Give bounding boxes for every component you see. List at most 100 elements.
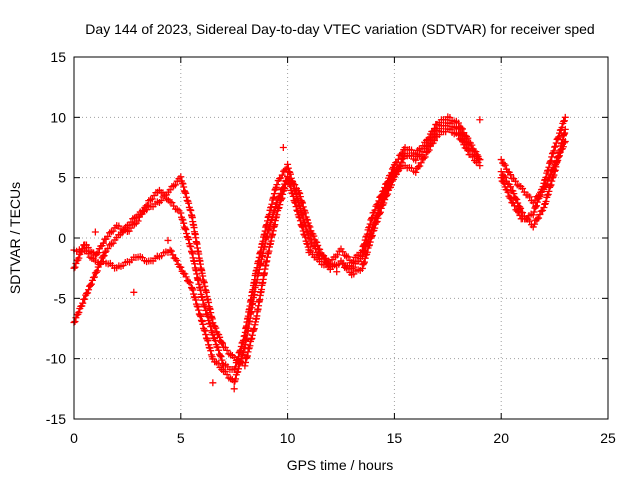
data-point [543, 191, 551, 199]
y-tick-label: 10 [50, 109, 66, 125]
data-point [178, 179, 186, 187]
data-point [286, 182, 294, 190]
data-point [550, 171, 558, 179]
data-point [545, 187, 553, 195]
data-point [170, 182, 178, 190]
data-point [187, 206, 195, 214]
data-point [412, 168, 420, 176]
data-point [296, 193, 304, 201]
data-point [182, 229, 190, 237]
data-point [544, 166, 552, 174]
y-tick-label: -15 [46, 411, 66, 427]
data-point [100, 252, 108, 260]
data-point [284, 160, 292, 168]
data-point [500, 179, 508, 187]
data-point [542, 173, 550, 181]
data-point [511, 177, 519, 185]
data-point [513, 207, 521, 215]
data-point [501, 161, 509, 169]
data-point [214, 360, 222, 368]
data-point [360, 258, 368, 266]
data-point [104, 232, 112, 240]
data-point [314, 241, 322, 249]
data-point [225, 374, 233, 382]
data-point [284, 172, 292, 180]
data-point [147, 196, 155, 204]
data-point [92, 268, 100, 276]
data-point [301, 233, 309, 241]
x-tick-label: 10 [280, 430, 296, 446]
data-point [542, 198, 550, 206]
data-point [118, 229, 126, 237]
x-axis-label: GPS time / hours [287, 457, 394, 473]
data-point [71, 317, 79, 325]
data-point [93, 267, 101, 275]
data-point [366, 238, 374, 246]
data-point [187, 243, 195, 251]
data-point [194, 276, 202, 284]
data-point [232, 375, 240, 383]
data-point [376, 210, 384, 218]
data-point [306, 223, 314, 231]
data-point [420, 154, 428, 162]
data-point [360, 259, 368, 267]
data-point [507, 171, 515, 179]
data-point [237, 355, 245, 363]
data-point [84, 244, 92, 252]
y-tick-label: 0 [58, 230, 66, 246]
data-point [166, 246, 174, 254]
data-point [333, 268, 341, 276]
data-point [271, 206, 279, 214]
data-point [543, 167, 551, 175]
data-point [171, 181, 179, 189]
data-point [270, 207, 278, 215]
data-point [547, 181, 555, 189]
data-point [299, 199, 307, 207]
data-point [414, 163, 422, 171]
data-point [289, 192, 297, 200]
data-point [266, 223, 274, 231]
data-point [533, 202, 541, 210]
x-tick-label: 20 [493, 430, 509, 446]
data-point [192, 296, 200, 304]
axis-ticks: 0 5 10 15 20 25 -15 -10 -5 0 5 10 15 [46, 49, 616, 446]
data-point [361, 254, 369, 262]
data-point [516, 203, 524, 211]
data-point [177, 263, 185, 271]
data-point [185, 278, 193, 286]
data-point [313, 238, 321, 246]
data-point [316, 245, 324, 253]
data-point [293, 206, 301, 214]
data-point [320, 252, 328, 260]
data-point [109, 239, 117, 247]
data-point [552, 139, 560, 147]
data-point [412, 156, 420, 164]
data-point [341, 251, 349, 259]
data-point [388, 177, 396, 185]
data-point [548, 177, 556, 185]
data-point [199, 320, 207, 328]
data-point [180, 183, 188, 191]
data-point [560, 117, 568, 125]
data-point [284, 176, 292, 184]
data-point [264, 229, 272, 237]
data-point [372, 218, 380, 226]
data-point [182, 193, 190, 201]
data-point [209, 319, 217, 327]
data-point [218, 338, 226, 346]
data-point [333, 251, 341, 259]
data-point [94, 249, 102, 257]
data-point [279, 144, 287, 151]
data-point [101, 248, 109, 256]
data-point [237, 358, 245, 366]
data-point [296, 217, 304, 225]
data-point [203, 311, 211, 319]
data-point [339, 260, 347, 268]
data-point [536, 211, 544, 219]
data-marks [70, 113, 569, 393]
data-point [544, 190, 552, 198]
data-point [540, 203, 548, 211]
data-point [511, 202, 519, 210]
data-point [430, 131, 438, 139]
